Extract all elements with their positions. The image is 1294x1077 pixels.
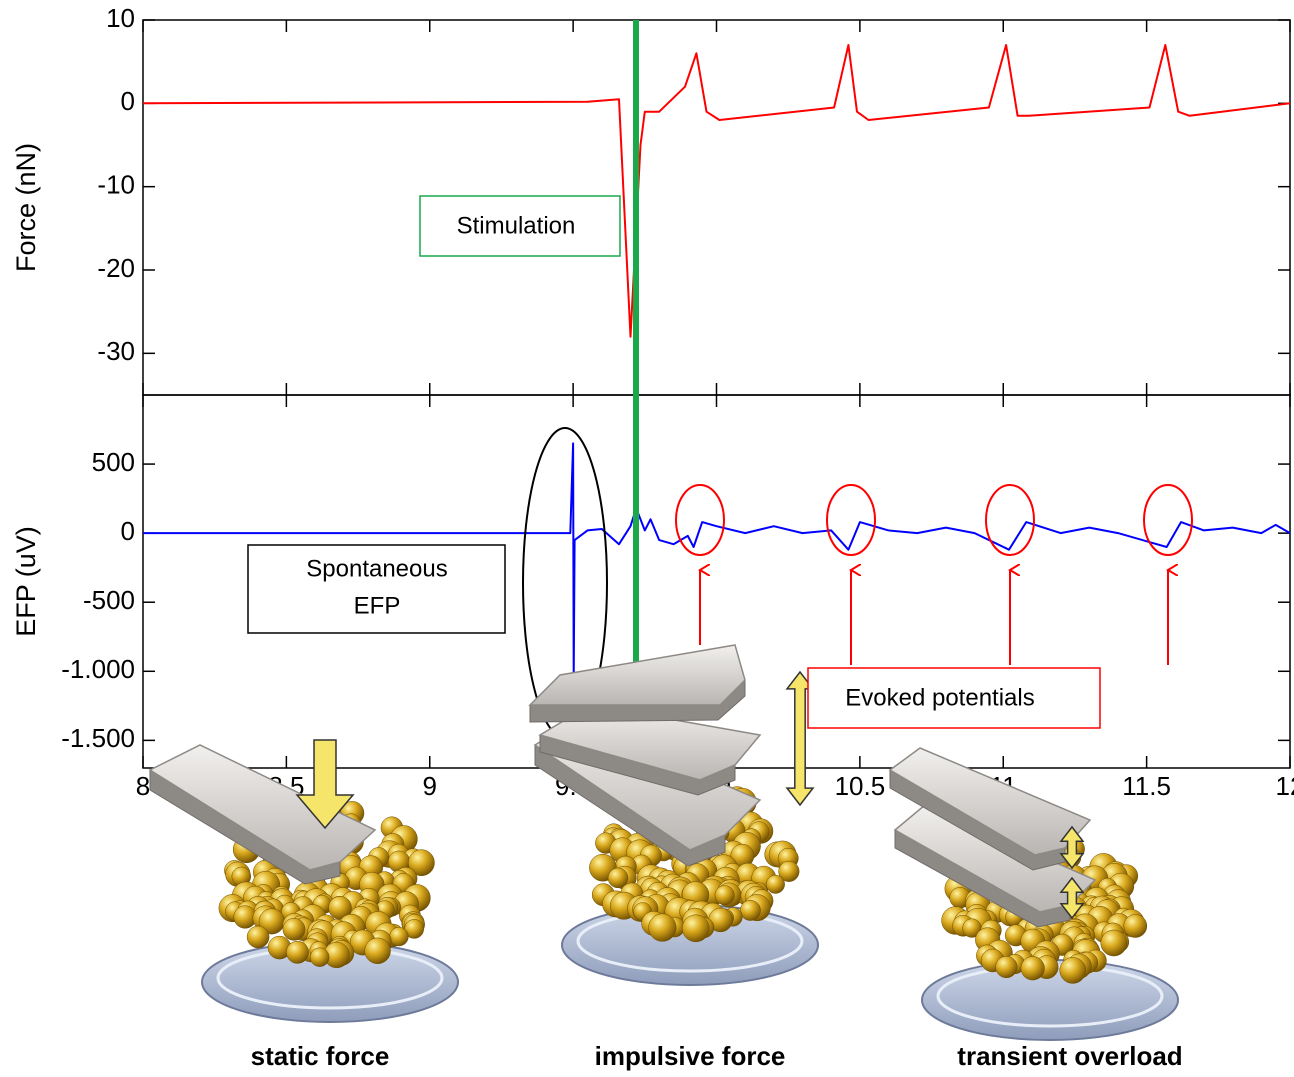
cantilever xyxy=(148,744,377,871)
y-tick-label: 0 xyxy=(121,86,135,116)
y-tick-label: -10 xyxy=(97,170,135,200)
cell xyxy=(739,899,761,921)
cell xyxy=(389,927,409,947)
caption: static force xyxy=(251,1041,390,1071)
cell xyxy=(714,885,735,906)
box xyxy=(807,667,1101,729)
cell xyxy=(282,917,306,941)
force-arrow xyxy=(1059,825,1085,870)
box xyxy=(419,195,621,257)
x-tick-label: 8 xyxy=(136,771,150,801)
cell xyxy=(1123,914,1148,938)
data-line xyxy=(143,442,1291,680)
cell xyxy=(246,925,270,949)
cell xyxy=(1020,956,1045,981)
box xyxy=(247,544,506,634)
cell xyxy=(778,860,800,882)
cell xyxy=(648,913,677,942)
y-tick-label: -1.000 xyxy=(61,654,135,684)
force-arrow xyxy=(1059,876,1085,920)
cell xyxy=(682,914,710,943)
evoked-box: Evoked potentials xyxy=(807,667,1101,729)
evoked-circle xyxy=(1143,484,1193,556)
y-tick-label: -1.500 xyxy=(61,723,135,753)
cell xyxy=(1100,929,1128,957)
cell xyxy=(408,849,435,877)
cell xyxy=(766,874,785,894)
force-arrow xyxy=(295,739,355,830)
caption: transient overload xyxy=(957,1041,1182,1071)
x-tick-label: 10.5 xyxy=(835,771,886,801)
x-tick-label: 9 xyxy=(423,771,437,801)
caption: impulsive force xyxy=(595,1041,786,1071)
spontaneous-label: EFP xyxy=(354,592,401,619)
cell xyxy=(310,947,330,967)
evoked-circle xyxy=(826,484,876,556)
x-tick-label: 12 xyxy=(1276,771,1294,801)
cell xyxy=(286,940,309,964)
cell xyxy=(995,955,1018,979)
evoked-circle xyxy=(985,484,1035,556)
data-line xyxy=(142,44,1291,338)
y-axis-label: EFP (uV) xyxy=(11,526,41,637)
stimulation-box: Stimulation xyxy=(419,195,621,257)
x-tick-label: 11.5 xyxy=(1122,771,1171,801)
y-tick-label: 0 xyxy=(121,516,135,546)
cantilever xyxy=(528,644,746,706)
y-tick-label: -500 xyxy=(83,585,135,615)
cell xyxy=(1059,957,1087,984)
y-tick-label: 500 xyxy=(92,447,135,477)
spontaneous-label: Spontaneous xyxy=(306,555,447,582)
y-axis-label: Force (nN) xyxy=(11,143,41,272)
stimulation-label: Stimulation xyxy=(457,212,576,239)
plot-frame xyxy=(142,19,1291,396)
cell xyxy=(607,867,629,889)
illustrations xyxy=(148,644,1179,1041)
y-tick-label: -20 xyxy=(97,253,135,283)
spontaneous-box: Spontaneous EFP xyxy=(247,544,506,634)
y-tick-label: -30 xyxy=(97,336,135,366)
evoked-circle xyxy=(675,484,725,556)
evoked-label: Evoked potentials xyxy=(845,684,1034,711)
cell xyxy=(364,937,391,964)
y-tick-label: 10 xyxy=(106,3,135,33)
cell xyxy=(328,896,352,920)
